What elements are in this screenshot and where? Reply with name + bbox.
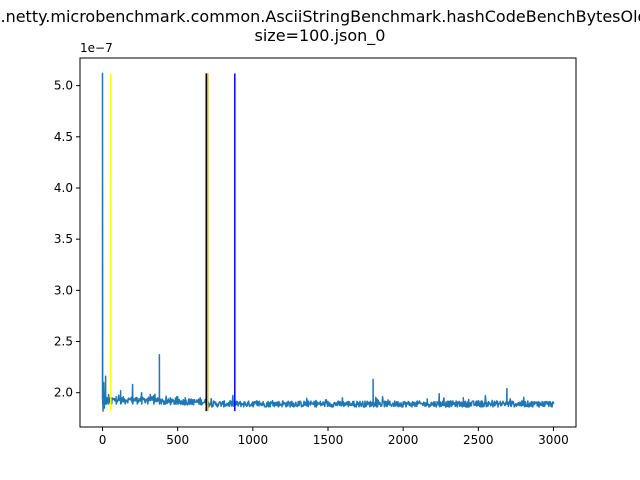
- x-tick-label: 2500: [463, 433, 494, 447]
- chart-title-line-1: io.netty.microbenchmark.common.AsciiStri…: [0, 7, 640, 26]
- x-tick-label: 1500: [313, 433, 344, 447]
- y-tick-label: 3.5: [54, 232, 73, 246]
- y-tick-label: 3.0: [54, 283, 73, 297]
- x-tick-label: 500: [166, 433, 189, 447]
- chart-title-line-2: size=100.json_0: [255, 26, 386, 46]
- plot-area: [101, 72, 555, 412]
- x-tick-label: 3000: [538, 433, 569, 447]
- y-tick-label: 4.5: [54, 130, 73, 144]
- x-tick-label: 0: [99, 433, 107, 447]
- axes: 0 500 1000 1500 2000 2500 3000 2.0 2.5 3.0 3.5 4.0 4…: [54, 57, 577, 447]
- y-axis-offset-label: 1e−7: [80, 41, 113, 55]
- series-line: [101, 72, 555, 412]
- x-tick-label: 1000: [238, 433, 269, 447]
- x-tick-label: 2000: [388, 433, 419, 447]
- y-tick-label: 5.0: [54, 79, 73, 93]
- y-tick-label: 2.0: [54, 386, 73, 400]
- y-tick-label: 4.0: [54, 181, 73, 195]
- y-tick-label: 2.5: [54, 335, 73, 349]
